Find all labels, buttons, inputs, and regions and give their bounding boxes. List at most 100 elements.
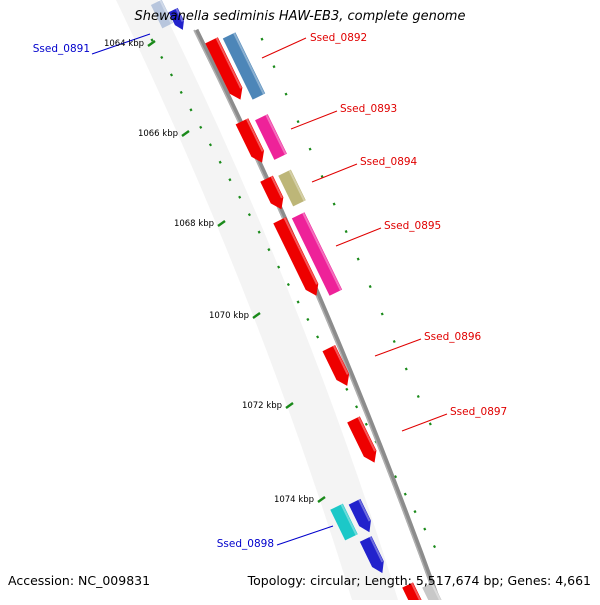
minor-tick bbox=[392, 339, 396, 344]
gene-0893-cds-arrow bbox=[235, 118, 264, 163]
minor-tick bbox=[218, 160, 222, 164]
minor-tick bbox=[364, 422, 368, 426]
minor-tick bbox=[316, 335, 320, 339]
gene-0893-cds-arrow-body bbox=[235, 118, 264, 163]
gene-0891-blue-arrow-body bbox=[168, 7, 184, 30]
gene-label-leader bbox=[261, 37, 307, 59]
minor-tick bbox=[416, 394, 420, 399]
gene-0895-arrow-shine bbox=[302, 212, 342, 291]
gene-0893-arrow-shine bbox=[265, 114, 287, 155]
minor-tick bbox=[247, 213, 251, 217]
minor-tick bbox=[150, 38, 154, 42]
tick-label: 1066 kbp bbox=[138, 129, 178, 139]
gene-0891-arrow bbox=[150, 0, 174, 29]
gene-0897-cds-arrow bbox=[347, 416, 377, 463]
gene-bottom-arrow-shine bbox=[430, 582, 442, 602]
gene-0893-arrow bbox=[255, 114, 287, 160]
gene-0891-arrow-body bbox=[150, 0, 174, 29]
gene-0898-arrow bbox=[330, 503, 358, 541]
minor-tick bbox=[238, 195, 242, 199]
minor-tick bbox=[260, 37, 264, 41]
gene-0896-cds-arrow bbox=[322, 345, 350, 386]
tick-labels: 1064 kbp 1066 kbp 1068 kbp 1070 kbp 1072 kbp… bbox=[104, 39, 314, 505]
gene-0892-arrow-shine bbox=[233, 32, 265, 95]
minor-tick bbox=[272, 65, 276, 69]
gene-0891-arrow-shine bbox=[159, 0, 173, 25]
accession-text: Accession: NC_009831 bbox=[8, 573, 151, 588]
minor-tick bbox=[355, 405, 359, 409]
gene-0899-blue-arrow-shine bbox=[369, 536, 384, 563]
gene-0891-blue-arrow bbox=[168, 7, 184, 30]
gene-label-leader bbox=[276, 525, 334, 546]
major-tick bbox=[147, 40, 156, 47]
gene-0899-blue-arrow-body bbox=[359, 536, 384, 574]
gene-0895-cds-arrow-body bbox=[273, 217, 319, 296]
gene-0896-cds-arrow-shine bbox=[332, 345, 349, 375]
minor-tick bbox=[356, 257, 360, 261]
minor-tick bbox=[413, 510, 417, 514]
major-tick bbox=[252, 312, 261, 319]
track-band bbox=[116, 0, 398, 600]
gene-label-leader bbox=[335, 227, 382, 247]
gene-0894-cds-arrow-body bbox=[260, 175, 284, 210]
minor-tick bbox=[345, 387, 349, 391]
minor-tick bbox=[286, 282, 290, 287]
gene-0898-blue-arrow bbox=[348, 498, 371, 533]
gene-label-leader bbox=[401, 413, 448, 432]
tick-label: 1068 kbp bbox=[174, 219, 214, 229]
gene-label: Ssed_0895 bbox=[384, 220, 441, 232]
gene-0894-arrow-shine bbox=[288, 169, 306, 202]
gene-0893-cds-arrow-shine bbox=[245, 118, 264, 152]
gene-labels: Ssed_0891 Ssed_0892 Ssed_0893 Ssed_0894 Ssed… bbox=[33, 32, 507, 550]
tick-label: 1064 kbp bbox=[104, 39, 144, 49]
minor-tick bbox=[228, 178, 232, 182]
gene-0897-cds-arrow-shine bbox=[357, 416, 376, 452]
minor-tick bbox=[296, 300, 300, 304]
gene-bottom-cds-arrow-shine bbox=[410, 582, 422, 602]
minor-tick bbox=[432, 544, 437, 549]
gene-label-leader bbox=[374, 338, 422, 357]
gene-0892-cds-arrow-shine bbox=[215, 37, 242, 89]
gene-0899-blue-arrow bbox=[359, 536, 384, 574]
minor-tick bbox=[208, 143, 212, 147]
gene-label: Ssed_0896 bbox=[424, 331, 482, 343]
major-tick bbox=[217, 220, 226, 227]
gene-0896-cds-arrow-body bbox=[322, 345, 350, 386]
minor-tick bbox=[296, 120, 300, 124]
gene-0894-cds-arrow-shine bbox=[270, 175, 283, 199]
gene-0892-arrow-body bbox=[222, 32, 266, 100]
minor-tick bbox=[257, 230, 261, 234]
minor-tick bbox=[380, 312, 384, 316]
gene-0895-arrow bbox=[291, 212, 343, 296]
gene-label: Ssed_0894 bbox=[360, 156, 418, 168]
gene-label: Ssed_0891 bbox=[33, 43, 90, 55]
minor-tick bbox=[179, 90, 183, 94]
genome-summary-text: Topology: circular; Length: 5,517,674 bp… bbox=[247, 573, 591, 588]
gene-label-leader bbox=[91, 33, 151, 55]
gene-label: Ssed_0892 bbox=[310, 32, 367, 44]
minor-tick bbox=[344, 230, 348, 234]
major-tick bbox=[317, 496, 326, 503]
tick-label: 1070 kbp bbox=[209, 311, 249, 321]
minor-tick bbox=[308, 147, 312, 151]
minor-tick bbox=[267, 248, 271, 252]
gene-0894-cds-arrow bbox=[260, 175, 284, 210]
minor-tick bbox=[199, 125, 203, 129]
gene-label-leader bbox=[311, 163, 358, 183]
minor-tick bbox=[403, 492, 407, 496]
minor-tick bbox=[306, 317, 310, 322]
gene-label-leader bbox=[290, 110, 338, 130]
gene-0898-arrow-body bbox=[330, 503, 358, 541]
gene-label: Ssed_0897 bbox=[450, 406, 507, 418]
tick-label: 1074 kbp bbox=[274, 495, 314, 505]
gene-0894-arrow bbox=[278, 169, 306, 207]
gene-0895-cds-arrow-shine bbox=[283, 217, 318, 285]
gene-label: Ssed_0898 bbox=[217, 538, 274, 550]
gene-label: Ssed_0893 bbox=[340, 103, 397, 115]
gene-0898-arrow-shine bbox=[340, 503, 358, 536]
features bbox=[150, 0, 442, 605]
minor-tick bbox=[404, 367, 408, 371]
minor-tick bbox=[277, 265, 281, 269]
